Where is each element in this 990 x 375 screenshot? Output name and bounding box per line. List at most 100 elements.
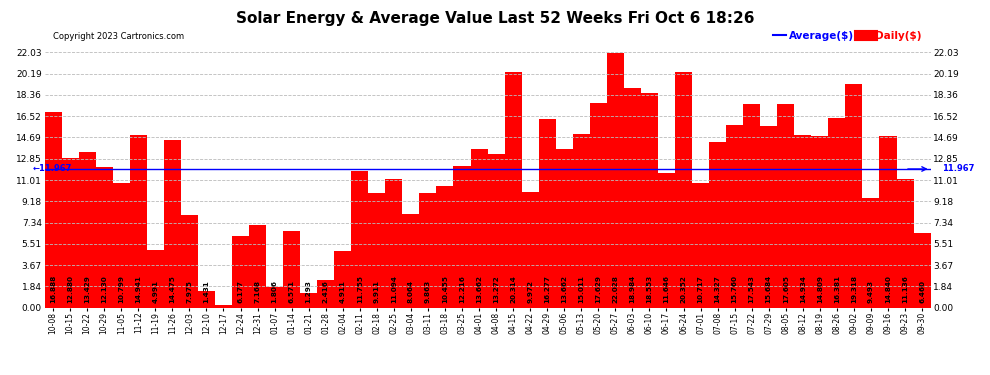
Bar	[45, 112, 61, 308]
Bar	[829, 118, 845, 308]
Bar	[402, 214, 420, 308]
Bar	[249, 225, 266, 308]
Text: 9.493: 9.493	[868, 280, 874, 303]
Bar	[61, 158, 78, 308]
Bar	[573, 134, 590, 308]
Bar	[879, 136, 897, 308]
Text: 16.888: 16.888	[50, 274, 56, 303]
Text: Solar Energy & Average Value Last 52 Weeks Fri Oct 6 18:26: Solar Energy & Average Value Last 52 Wee…	[236, 11, 754, 26]
Bar	[522, 192, 539, 308]
Bar	[555, 149, 573, 308]
Text: ←11.967: ←11.967	[33, 165, 72, 174]
Text: 11.094: 11.094	[391, 275, 397, 303]
Bar	[692, 183, 709, 308]
Bar	[470, 149, 488, 308]
Bar	[368, 193, 385, 308]
Bar	[812, 136, 829, 308]
Text: 18.984: 18.984	[630, 275, 636, 303]
Text: 14.475: 14.475	[169, 275, 175, 303]
Bar	[726, 125, 743, 308]
Text: 9.972: 9.972	[527, 280, 534, 303]
Bar	[300, 292, 317, 308]
Bar	[845, 84, 862, 308]
Bar	[590, 104, 607, 308]
Bar	[760, 126, 777, 308]
Text: 13.429: 13.429	[84, 275, 90, 303]
Text: 10.717: 10.717	[698, 275, 704, 303]
Bar	[335, 251, 351, 308]
Bar	[505, 72, 522, 308]
Text: 15.684: 15.684	[765, 275, 772, 303]
Bar	[607, 53, 624, 308]
Bar	[539, 119, 555, 308]
Bar	[317, 279, 335, 308]
Text: Copyright 2023 Cartronics.com: Copyright 2023 Cartronics.com	[53, 32, 184, 41]
Bar	[232, 236, 249, 308]
Bar	[130, 135, 147, 308]
Bar	[777, 104, 794, 308]
Text: 16.381: 16.381	[834, 275, 840, 303]
Bar	[181, 215, 198, 308]
Bar	[914, 233, 931, 308]
Text: 6.460: 6.460	[919, 280, 925, 303]
Bar	[147, 250, 163, 308]
Text: 6.177: 6.177	[238, 280, 244, 303]
Bar	[658, 173, 675, 308]
Text: 4.991: 4.991	[152, 280, 158, 303]
Text: 8.064: 8.064	[408, 280, 414, 303]
Text: 17.543: 17.543	[748, 275, 754, 303]
Text: 13.662: 13.662	[476, 275, 482, 303]
Bar	[163, 140, 181, 308]
Text: 10.799: 10.799	[118, 275, 124, 303]
Text: 20.314: 20.314	[510, 275, 516, 303]
Bar	[743, 105, 760, 308]
Text: 17.605: 17.605	[783, 275, 789, 303]
Bar	[862, 198, 879, 308]
Text: 12.880: 12.880	[67, 275, 73, 303]
Text: 22.028: 22.028	[613, 275, 619, 303]
Text: 9.911: 9.911	[374, 280, 380, 303]
Text: 14.934: 14.934	[800, 275, 806, 303]
Text: 7.168: 7.168	[254, 280, 260, 303]
Bar	[351, 171, 368, 308]
Bar	[709, 142, 726, 308]
Text: 12.216: 12.216	[459, 275, 465, 303]
Text: 9.863: 9.863	[425, 280, 431, 303]
Text: 10.455: 10.455	[442, 275, 448, 303]
Legend: Average($), Daily($): Average($), Daily($)	[769, 27, 926, 45]
Text: 1.293: 1.293	[306, 280, 312, 303]
Bar	[624, 88, 641, 308]
Text: 20.352: 20.352	[680, 275, 686, 303]
Bar	[675, 72, 692, 308]
Bar	[437, 186, 453, 308]
Bar	[897, 178, 914, 308]
Bar	[641, 93, 658, 308]
Text: 1.431: 1.431	[203, 280, 210, 303]
Text: 2.416: 2.416	[323, 280, 329, 303]
Text: 16.277: 16.277	[544, 275, 550, 303]
Text: 7.975: 7.975	[186, 280, 192, 303]
Text: 14.941: 14.941	[136, 275, 142, 303]
Bar	[283, 231, 300, 308]
Text: 4.911: 4.911	[340, 280, 346, 303]
Text: 11.967: 11.967	[942, 165, 975, 174]
Bar	[385, 179, 402, 308]
Bar	[488, 154, 505, 308]
Text: 17.629: 17.629	[595, 275, 601, 303]
Bar	[420, 194, 437, 308]
Bar	[266, 286, 283, 308]
Bar	[215, 304, 232, 307]
Bar	[78, 152, 96, 308]
Text: 6.571: 6.571	[289, 280, 295, 303]
Text: 14.840: 14.840	[885, 275, 891, 303]
Text: 14.809: 14.809	[817, 275, 823, 303]
Text: 18.553: 18.553	[646, 275, 652, 303]
Bar	[453, 166, 470, 308]
Text: 11.136: 11.136	[902, 275, 908, 303]
Text: 15.760: 15.760	[732, 275, 738, 303]
Bar	[96, 167, 113, 308]
Text: 19.318: 19.318	[851, 275, 857, 303]
Text: 1.806: 1.806	[271, 280, 277, 303]
Text: 13.662: 13.662	[561, 275, 567, 303]
Text: 11.646: 11.646	[663, 275, 669, 303]
